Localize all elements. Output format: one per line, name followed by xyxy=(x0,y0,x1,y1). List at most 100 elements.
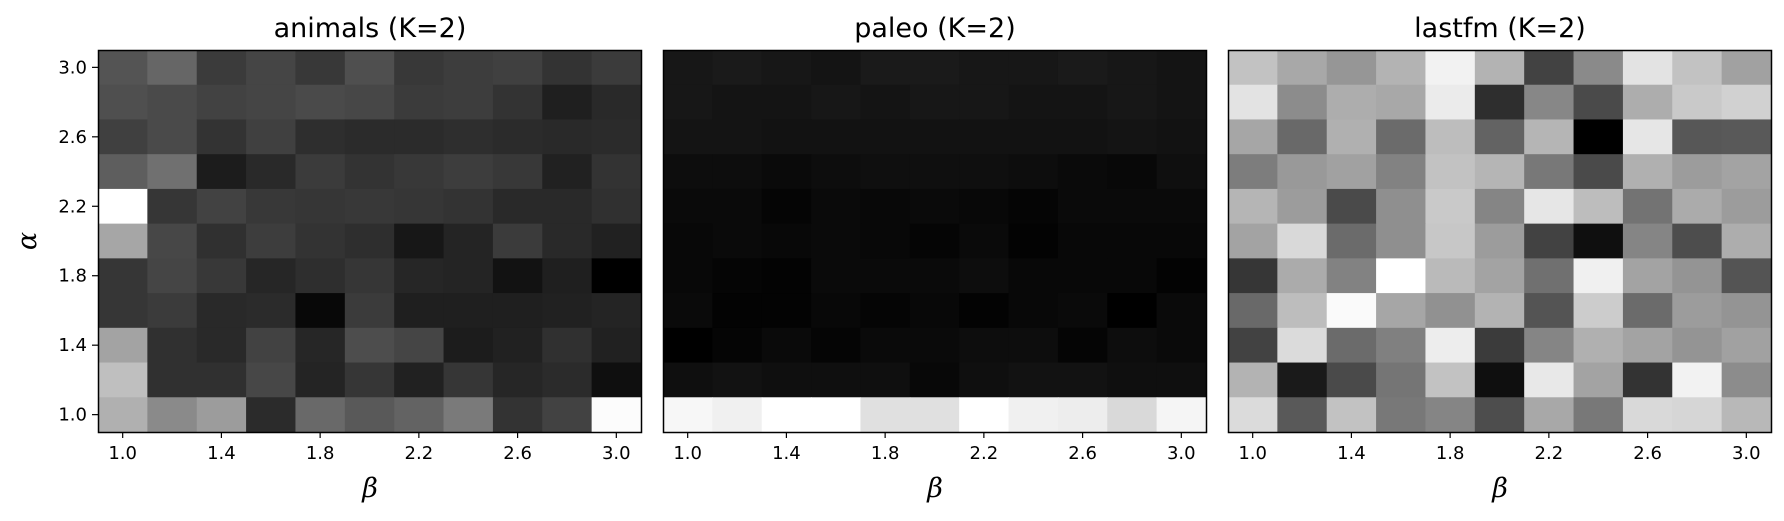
heatmap-cell xyxy=(1326,258,1377,294)
heatmap-cell xyxy=(98,154,148,190)
heatmap-cell xyxy=(1326,119,1377,155)
heatmap-cell xyxy=(591,84,642,121)
heatmap-cell xyxy=(98,50,148,86)
heatmap-cell xyxy=(1376,188,1427,225)
heatmap-cell xyxy=(1326,50,1377,86)
heatmap-cell xyxy=(1107,154,1158,190)
heatmap-cell xyxy=(959,293,1010,329)
heatmap-cell xyxy=(196,293,247,329)
heatmap-cell xyxy=(394,154,445,190)
heatmap-cell xyxy=(1721,119,1772,155)
heatmap-cell xyxy=(1721,188,1772,225)
heatmap-cell xyxy=(1425,188,1476,225)
heatmap-cell xyxy=(492,362,543,398)
heatmap-cell xyxy=(1376,223,1427,259)
heatmap-cell xyxy=(1228,397,1278,433)
heatmap-cell xyxy=(443,84,494,121)
heatmap-cell xyxy=(98,258,148,294)
heatmap-cell xyxy=(1622,397,1673,433)
heatmap-cell xyxy=(1277,223,1328,259)
axis-ticks: 1.0 1.4 1.8 2.2 2.6 3.0 xyxy=(673,432,1196,464)
heatmap-cell xyxy=(98,362,148,398)
heatmap-cell xyxy=(394,119,445,155)
heatmap-cell xyxy=(1376,327,1427,364)
heatmap-cell xyxy=(909,223,960,259)
panel-title: animals (K=2) xyxy=(274,13,467,44)
heatmap-cell xyxy=(98,188,148,225)
x-tick-label: 3.0 xyxy=(1732,443,1761,464)
heatmap-cell xyxy=(542,258,593,294)
heatmap-cell xyxy=(1474,223,1525,259)
heatmap-cell xyxy=(1277,50,1328,86)
heatmap-cell xyxy=(1156,327,1207,364)
heatmap-cell xyxy=(761,119,812,155)
heatmap-cell xyxy=(246,188,297,225)
axis-ticks: 1.0 1.4 1.8 2.2 2.6 3.0 3.0 2.6 2.2 1.8 1.4 1.0 xyxy=(58,57,630,464)
heatmap-cell xyxy=(663,188,713,225)
heatmap-cell xyxy=(1277,362,1328,398)
heatmap-cell xyxy=(1474,397,1525,433)
heatmap-cell xyxy=(909,327,960,364)
heatmap-cell xyxy=(196,327,247,364)
x-tick-label: 2.6 xyxy=(1633,443,1662,464)
heatmap-cell xyxy=(909,154,960,190)
heatmap-cell xyxy=(1008,362,1059,398)
heatmap-cell xyxy=(959,188,1010,225)
heatmap-cell xyxy=(1376,84,1427,121)
heatmap-cell xyxy=(1573,293,1624,329)
heatmap-cell xyxy=(1057,362,1108,398)
heatmap-cell xyxy=(394,50,445,86)
x-tick-label: 1.4 xyxy=(772,443,801,464)
heatmap-cell xyxy=(1425,119,1476,155)
heatmap-cell xyxy=(1474,327,1525,364)
x-axis-label: β xyxy=(926,473,943,504)
x-tick-label: 2.6 xyxy=(1068,443,1097,464)
heatmap-cell xyxy=(246,50,297,86)
heatmap-cell xyxy=(909,188,960,225)
y-tick-label: 1.0 xyxy=(58,405,87,426)
heatmap-cell xyxy=(1524,258,1575,294)
heatmap-cell xyxy=(1573,84,1624,121)
heatmap-cell xyxy=(542,223,593,259)
heatmap-cell xyxy=(591,119,642,155)
heatmap-cell xyxy=(1228,258,1278,294)
heatmap-cell xyxy=(1156,362,1207,398)
heatmap-cell xyxy=(591,362,642,398)
heatmap-cell xyxy=(1573,327,1624,364)
heatmap-cell xyxy=(1474,154,1525,190)
heatmap-cell xyxy=(1573,223,1624,259)
heatmap-cell xyxy=(761,293,812,329)
heatmap-cell xyxy=(811,119,862,155)
heatmap-cell xyxy=(712,188,763,225)
heatmap-cell xyxy=(196,119,247,155)
heatmap-cell xyxy=(1622,188,1673,225)
heatmap-cell xyxy=(1277,188,1328,225)
heatmap-cell xyxy=(1326,223,1377,259)
heatmap-cell xyxy=(1156,119,1207,155)
heatmap-cell xyxy=(542,188,593,225)
heatmap-cell xyxy=(663,119,713,155)
x-tick-label: 1.0 xyxy=(1238,443,1267,464)
heatmap-cell xyxy=(196,84,247,121)
heatmap-cell xyxy=(443,362,494,398)
heatmap-cell xyxy=(1672,327,1723,364)
heatmap-cell xyxy=(542,50,593,86)
heatmap-cell xyxy=(959,223,1010,259)
heatmap-cell xyxy=(492,223,543,259)
heatmap-cell xyxy=(1107,223,1158,259)
heatmap-cell xyxy=(246,119,297,155)
heatmap-cell xyxy=(811,362,862,398)
heatmap-cell xyxy=(1474,84,1525,121)
heatmap-cell xyxy=(542,119,593,155)
heatmap-cell xyxy=(591,293,642,329)
heatmap-cell xyxy=(712,223,763,259)
heatmap-cell xyxy=(1721,362,1772,398)
heatmap-cell xyxy=(542,397,593,433)
heatmap-cell xyxy=(344,223,395,259)
heatmap-cell xyxy=(1622,258,1673,294)
x-tick-label: 2.2 xyxy=(405,443,434,464)
heatmap-cell xyxy=(1107,50,1158,86)
y-tick-label: 2.2 xyxy=(58,196,87,217)
heatmap-cell xyxy=(443,223,494,259)
heatmap-cell xyxy=(1524,327,1575,364)
